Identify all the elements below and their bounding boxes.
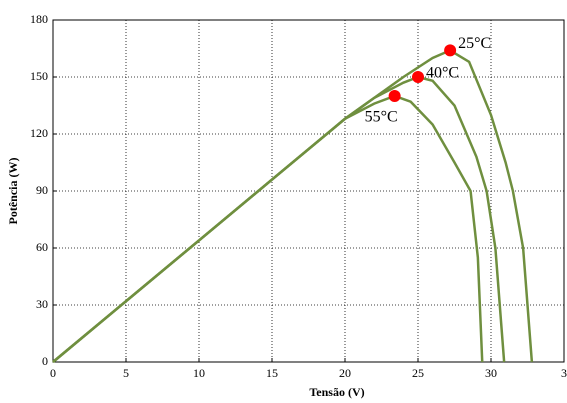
y-tick-label: 90 <box>36 183 48 197</box>
x-tick-label: 10 <box>193 366 205 380</box>
x-tick-label: 25 <box>412 366 424 380</box>
y-tick-label: 180 <box>30 12 48 26</box>
x-tick-label: 3 <box>561 366 567 380</box>
mpp-marker <box>444 44 457 57</box>
annotation: 40°C <box>426 65 459 82</box>
curve <box>52 75 506 363</box>
x-tick-label: 5 <box>123 366 129 380</box>
y-axis-label: Potência (W) <box>6 158 20 225</box>
y-tick-label: 0 <box>42 354 48 368</box>
x-tick-label: 15 <box>266 366 278 380</box>
plot-frame <box>52 19 565 363</box>
mpp-marker <box>412 71 424 83</box>
y-tick-label: 60 <box>36 240 48 254</box>
x-tick-label: 20 <box>339 366 351 380</box>
x-tick-label: 0 <box>50 366 56 380</box>
annotation: 25°C <box>458 35 491 52</box>
y-tick-label: 150 <box>30 69 48 83</box>
y-tick-label: 120 <box>30 126 48 140</box>
curve <box>52 48 534 363</box>
y-tick-label: 30 <box>36 297 48 311</box>
curve <box>52 94 484 363</box>
x-tick-label: 30 <box>485 366 497 380</box>
annotation: 55°C <box>365 109 398 126</box>
mpp-marker <box>388 90 401 102</box>
x-axis-label: Tensão (V) <box>309 385 364 399</box>
